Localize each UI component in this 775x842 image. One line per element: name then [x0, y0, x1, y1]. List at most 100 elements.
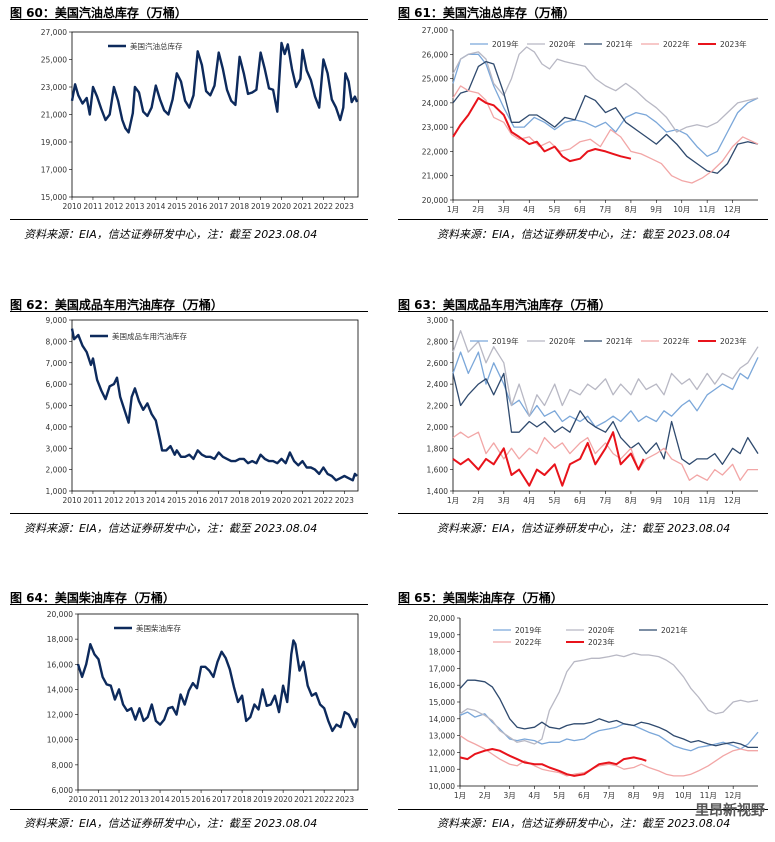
- x-tick-label: 2023: [335, 795, 354, 804]
- series-line-y2022: [452, 431, 758, 481]
- x-tick-label: 2017: [209, 202, 228, 211]
- y-tick-label: 14,000: [47, 685, 73, 694]
- x-tick-label: 1月: [447, 496, 459, 505]
- chart-65-plot: 10,000 11,000 12,000 13,000 14,000 15,000 16,0…: [429, 614, 759, 800]
- legend-label: 2019年: [492, 336, 519, 346]
- y-tick-label: 1,400: [427, 487, 449, 496]
- x-tick-label: 2017: [209, 496, 228, 505]
- y-tick-label: 5,000: [46, 402, 68, 411]
- y-tick-label: 6,000: [46, 380, 68, 389]
- x-tick-label: 2013: [125, 202, 144, 211]
- chart-61-title: 图 61：美国汽油总库存（万桶）: [398, 6, 575, 20]
- series-line-navy: [70, 41, 359, 134]
- x-tick-label: 2016: [192, 795, 211, 804]
- series-line-y2019: [452, 351, 759, 428]
- series-line-y2021: [459, 679, 758, 749]
- series-line-y2023: [459, 748, 647, 777]
- series-line-navy: [70, 328, 358, 482]
- x-tick-label: 8月: [625, 496, 637, 505]
- y-tick-label: 14,000: [429, 715, 455, 724]
- x-tick-label: 2014: [146, 496, 165, 505]
- series-line-y2020: [459, 652, 759, 745]
- legend-label: 2023年: [720, 336, 747, 346]
- x-tick-label: 7月: [599, 496, 611, 505]
- x-tick-label: 2021: [294, 795, 313, 804]
- x-tick-label: 2019: [251, 496, 270, 505]
- legend-label: 美国柴油库存: [136, 623, 181, 633]
- y-tick-label: 6,000: [52, 786, 74, 795]
- x-tick-label: 2012: [104, 202, 123, 211]
- series-line-y2023: [452, 431, 645, 487]
- x-tick-label: 11月: [699, 496, 716, 505]
- x-tick-label: 2015: [167, 496, 186, 505]
- y-tick-label: 25,000: [41, 56, 67, 65]
- x-tick-label: 2019: [251, 202, 270, 211]
- chart-63-title: 图 63：美国成品车用汽油库存（万桶）: [398, 298, 611, 312]
- y-tick-label: 20,000: [429, 614, 455, 623]
- y-tick-label: 9,000: [46, 316, 68, 325]
- chart-64-source: 资料来源：EIA，信达证券研发中心，注：截至 2023.08.04: [24, 817, 318, 830]
- x-tick-label: 2月: [472, 205, 484, 214]
- chart-63-source: 资料来源：EIA，信达证券研发中心，注：截至 2023.08.04: [437, 522, 731, 535]
- x-tick-label: 10月: [673, 205, 690, 214]
- y-tick-label: 8,000: [52, 761, 74, 770]
- x-tick-label: 3月: [498, 496, 510, 505]
- x-tick-label: 2010: [62, 202, 81, 211]
- x-tick-label: 8月: [628, 791, 640, 800]
- x-tick-label: 8月: [625, 205, 637, 214]
- series-line-y2022: [459, 735, 758, 777]
- y-tick-label: 1,600: [427, 466, 449, 475]
- chart-60-title: 图 60：美国汽油总库存（万桶）: [10, 6, 187, 20]
- x-tick-label: 2020: [274, 795, 293, 804]
- y-tick-label: 12,000: [429, 748, 455, 757]
- x-tick-label: 2018: [230, 496, 249, 505]
- y-tick-label: 2,600: [427, 359, 449, 368]
- watermark: 里昂新视野: [695, 803, 765, 819]
- y-tick-label: 24,000: [422, 99, 448, 108]
- x-tick-label: 2018: [233, 795, 252, 804]
- x-tick-label: 2010: [62, 496, 81, 505]
- chart-61-source-rule: [398, 219, 768, 220]
- y-tick-label: 27,000: [422, 26, 448, 35]
- x-tick-label: 12月: [724, 205, 741, 214]
- chart-62-plot: 1,000 2,000 3,000 4,000 5,000 6,000 7,000 8,000…: [46, 316, 359, 505]
- x-tick-label: 2023: [335, 202, 354, 211]
- plot-frame: [77, 613, 359, 791]
- x-tick-label: 2012: [104, 496, 123, 505]
- x-tick-label: 2021: [293, 202, 312, 211]
- x-tick-label: 2022: [314, 202, 333, 211]
- y-tick-label: 2,400: [427, 380, 449, 389]
- x-tick-label: 2011: [83, 202, 102, 211]
- chart-62-title: 图 62：美国成品车用汽油库存（万桶）: [10, 298, 223, 312]
- x-tick-label: 11月: [699, 205, 716, 214]
- chart-63-plot: 1,400 1,600 1,800 2,000 2,200 2,400 2,600 2,800…: [427, 316, 759, 505]
- y-tick-label: 21,000: [422, 172, 448, 181]
- x-tick-label: 5月: [549, 496, 561, 505]
- legend-label: 美国汽油总库存: [130, 41, 183, 51]
- y-tick-label: 3,000: [46, 444, 68, 453]
- y-tick-label: 23,000: [41, 83, 67, 92]
- y-tick-label: 10,000: [47, 736, 73, 745]
- y-tick-label: 23,000: [422, 123, 448, 132]
- x-tick-label: 5月: [553, 791, 565, 800]
- y-tick-label: 1,800: [427, 444, 449, 453]
- x-tick-label: 2014: [151, 795, 170, 804]
- plot-frame: [71, 31, 359, 198]
- x-tick-label: 2012: [109, 795, 128, 804]
- x-tick-label: 4月: [523, 205, 535, 214]
- y-tick-label: 21,000: [41, 111, 67, 120]
- y-tick-label: 13,000: [429, 732, 455, 741]
- y-tick-label: 3,000: [427, 316, 449, 325]
- y-tick-label: 8,000: [46, 337, 68, 346]
- x-tick-label: 12月: [724, 496, 741, 505]
- x-tick-label: 2月: [472, 496, 484, 505]
- legend-label: 2019年: [492, 39, 519, 49]
- x-tick-label: 2016: [188, 202, 207, 211]
- legend-label: 2022年: [663, 39, 690, 49]
- legend-label: 2021年: [606, 39, 633, 49]
- y-tick-label: 2,800: [427, 337, 449, 346]
- legend-label: 2022年: [663, 336, 690, 346]
- y-tick-label: 25,000: [422, 75, 448, 84]
- y-tick-label: 2,000: [46, 466, 68, 475]
- chart-64-source-rule: [10, 809, 368, 810]
